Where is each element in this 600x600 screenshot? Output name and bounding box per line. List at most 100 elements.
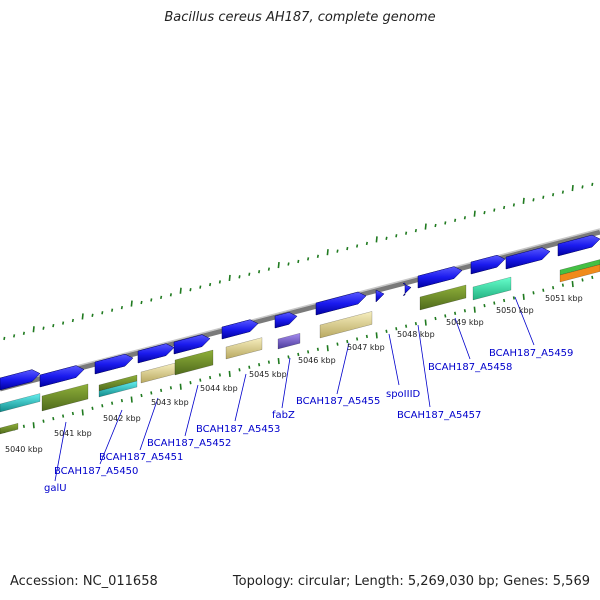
inner-tick <box>209 375 212 380</box>
outer-tick <box>454 218 457 222</box>
inner-tick <box>160 388 163 393</box>
inner-tick <box>591 275 594 280</box>
inner-tick <box>52 416 55 421</box>
kbp-label: 5047 kbp <box>347 343 385 352</box>
inner-tick <box>218 373 221 377</box>
outer-tick <box>130 300 133 307</box>
inner-tick <box>130 396 133 403</box>
outer-tick <box>463 216 466 220</box>
inner-tick <box>473 306 476 313</box>
topology-text: Topology: circular; Length: 5,269,030 bp… <box>232 574 590 589</box>
outer-tick <box>209 282 212 287</box>
inner-tick <box>62 414 65 418</box>
kbp-label: 5043 kbp <box>151 398 189 407</box>
outer-tick <box>120 305 123 310</box>
inner-tick <box>522 293 525 300</box>
gene-arrow <box>402 282 412 296</box>
leader-line <box>54 421 67 482</box>
orange-block <box>559 264 600 283</box>
outer-tick <box>434 223 437 228</box>
leader-line <box>184 384 199 437</box>
outer-tick <box>444 221 447 225</box>
label-leaders <box>54 296 535 482</box>
map-title: Bacillus cereus AH187, complete genome <box>164 10 436 25</box>
outer-tick <box>581 185 584 189</box>
inner-tick <box>248 365 251 369</box>
outer-tick <box>561 190 564 194</box>
outer-tick <box>473 210 476 217</box>
gene-label-a5450[interactable]: BCAH187_A5450 <box>54 466 138 477</box>
inner-tick <box>434 316 437 321</box>
inner-tick <box>277 357 280 365</box>
outer-tick <box>503 205 506 210</box>
outer-tick <box>258 270 261 274</box>
olive-block <box>419 284 467 311</box>
inner-tick <box>424 319 427 326</box>
inner-tick <box>120 398 123 403</box>
gene-label-a5451[interactable]: BCAH187_A5451 <box>99 452 183 463</box>
outer-tick <box>356 244 359 248</box>
gene-label-galU[interactable]: galU <box>44 483 67 494</box>
outer-tick <box>111 308 114 312</box>
gene-label-a5455[interactable]: BCAH187_A5455 <box>296 396 380 407</box>
inner-tick <box>71 411 74 416</box>
cyan-block <box>98 380 138 398</box>
cyan-block <box>0 393 41 413</box>
inner-tick <box>405 324 408 328</box>
outer-tick <box>316 254 319 258</box>
inner-tick <box>552 286 555 290</box>
outer-tick <box>307 257 310 261</box>
kbp-label: 5041 kbp <box>54 429 92 438</box>
gene-arrow <box>417 266 463 289</box>
outer-tick <box>375 236 378 243</box>
inner-tick <box>503 298 506 303</box>
outer-tick <box>414 228 417 233</box>
inner-tick <box>228 370 231 377</box>
kbp-label: 5048 kbp <box>397 330 435 339</box>
inner-tick <box>179 383 182 390</box>
gene-arrow <box>94 353 134 375</box>
outer-tick <box>32 326 35 333</box>
inner-tick <box>444 314 447 318</box>
leader-line <box>417 324 431 408</box>
gene-arrow <box>470 254 506 275</box>
olive-block <box>0 422 19 435</box>
inner-tick <box>258 363 261 367</box>
gene-arrow <box>39 365 85 388</box>
kbp-label: 5040 kbp <box>5 445 43 454</box>
inner-tick <box>169 386 172 390</box>
kbp-label: 5044 kbp <box>200 384 238 393</box>
outer-tick <box>199 285 202 289</box>
gene-label-fabZ[interactable]: fabZ <box>272 410 295 421</box>
outer-tick <box>140 300 143 305</box>
outer-tick <box>169 293 172 297</box>
inner-tick <box>356 337 359 341</box>
backbone-highlight <box>0 228 600 387</box>
inner-tick <box>307 350 310 354</box>
gene-label-a5453[interactable]: BCAH187_A5453 <box>196 424 280 435</box>
inner-tick <box>42 419 45 423</box>
kbp-label: 5050 kbp <box>496 306 534 315</box>
gene-label-a5459[interactable]: BCAH187_A5459 <box>489 348 573 359</box>
outer-tick <box>13 334 16 338</box>
gene-label-spoIIID[interactable]: spoIIID <box>386 389 421 400</box>
outer-tick <box>336 249 339 253</box>
outer-tick <box>287 262 290 266</box>
outer-tick <box>22 331 25 335</box>
gene-label-a5458[interactable]: BCAH187_A5458 <box>428 362 512 373</box>
gene-arrow <box>315 291 367 316</box>
outer-tick <box>160 295 163 300</box>
outer-tick <box>52 323 55 328</box>
leader-line <box>99 409 123 465</box>
outer-tick <box>3 336 6 341</box>
gene-label-a5452[interactable]: BCAH187_A5452 <box>147 438 231 449</box>
kbp-label: 5049 kbp <box>446 318 484 327</box>
kbp-label: 5046 kbp <box>298 356 336 365</box>
gene-features <box>0 234 600 435</box>
gene-label-a5457[interactable]: BCAH187_A5457 <box>397 410 481 421</box>
gene-arrow <box>0 369 41 391</box>
outer-tick <box>71 318 74 323</box>
inner-tick <box>267 360 270 364</box>
yellow-block <box>140 362 176 384</box>
